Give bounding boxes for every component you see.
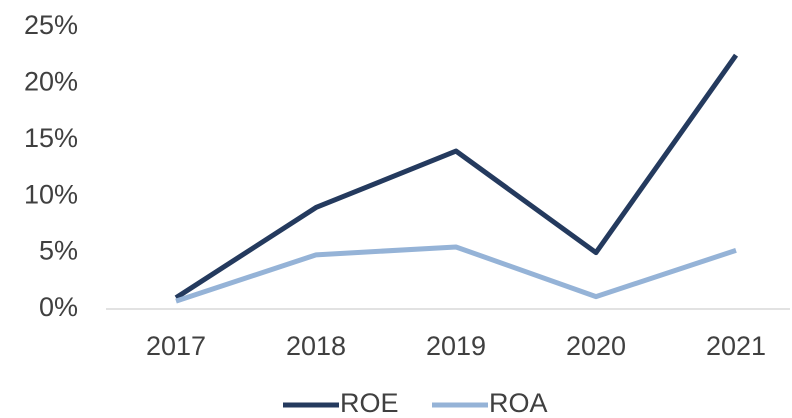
legend-label: ROA	[489, 388, 548, 418]
y-tick-label: 15%	[24, 123, 78, 153]
y-tick-label: 5%	[39, 236, 78, 266]
y-tick-label: 0%	[39, 292, 78, 322]
x-tick-label: 2020	[566, 331, 626, 361]
x-tick-label: 2021	[706, 331, 766, 361]
x-tick-label: 2017	[146, 331, 206, 361]
y-tick-label: 10%	[24, 179, 78, 209]
series-line	[175, 244, 737, 304]
y-tick-label: 20%	[24, 67, 78, 97]
x-tick-label: 2018	[286, 331, 346, 361]
x-tick-label: 2019	[426, 331, 486, 361]
series-line	[174, 53, 739, 300]
legend-label: ROE	[340, 388, 399, 418]
y-tick-label: 25%	[24, 10, 78, 40]
